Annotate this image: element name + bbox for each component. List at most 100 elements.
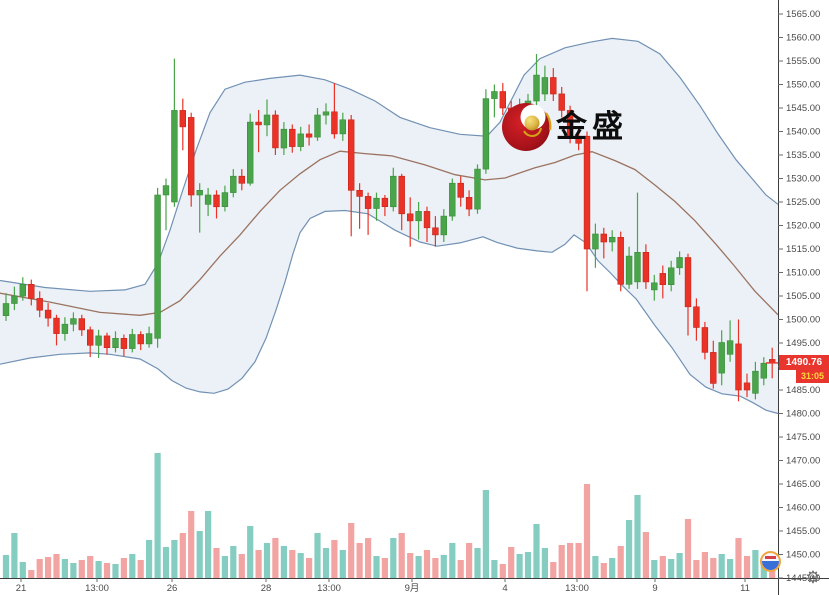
volume-bar xyxy=(11,533,18,578)
volume-bar xyxy=(718,554,725,578)
volume-bar xyxy=(676,553,683,578)
candle-body xyxy=(566,110,574,137)
time-axis-label: 28 xyxy=(261,583,272,594)
candle-body xyxy=(305,133,313,138)
time-axis-label: 9月 xyxy=(405,583,420,594)
price-axis-label: 1460.00 xyxy=(786,503,820,514)
volume-bar xyxy=(415,556,422,578)
volume-bar xyxy=(112,564,119,578)
candle-body xyxy=(449,182,456,217)
volume-bar xyxy=(365,538,372,578)
volume-bar xyxy=(432,558,439,578)
candle-body xyxy=(188,117,195,196)
volume-bar xyxy=(154,453,161,578)
volume-bar xyxy=(179,533,186,578)
candle-body xyxy=(28,283,35,299)
bollinger-middle-line xyxy=(0,150,779,316)
brand-text: 金盛 xyxy=(556,108,628,144)
volume-bar xyxy=(482,490,489,578)
price-axis-label: 1520.00 xyxy=(786,221,820,232)
volume-bar xyxy=(575,543,582,578)
price-axis-label: 1455.00 xyxy=(786,526,820,537)
candle-body xyxy=(171,110,178,203)
volume-bar xyxy=(331,540,338,578)
time-axis-label: 4 xyxy=(502,583,507,594)
volume-bar xyxy=(289,550,296,578)
volume-bar xyxy=(508,547,515,578)
candle-body xyxy=(145,333,153,345)
candle-body xyxy=(356,190,363,197)
price-axis-label: 1470.00 xyxy=(786,456,820,467)
band-upper-line xyxy=(0,37,779,292)
volume-bar xyxy=(609,558,616,578)
volume-bar xyxy=(626,520,633,578)
candle-body xyxy=(625,255,633,285)
volume-bar xyxy=(78,560,85,578)
price-axis-label: 1445.00 xyxy=(786,573,820,584)
candle-body xyxy=(36,298,43,311)
candle-body xyxy=(364,196,372,209)
volume-bar xyxy=(2,555,10,578)
time-axis-label: 9 xyxy=(652,583,657,594)
volume-bar xyxy=(238,554,245,578)
volume-bar xyxy=(146,540,153,578)
candle-body xyxy=(474,168,481,210)
bollinger-band-lines xyxy=(0,37,779,415)
price-axis-label: 1525.00 xyxy=(786,197,820,208)
volume-bar xyxy=(592,556,599,578)
candle-body xyxy=(347,119,355,191)
volume-bar xyxy=(322,548,330,578)
volume-bar xyxy=(583,484,591,578)
volume-bar xyxy=(651,560,658,578)
badge-bottom-half xyxy=(762,560,779,570)
candle-body xyxy=(314,114,321,138)
price-axis-label: 1565.00 xyxy=(786,9,820,20)
price-axis-label: 1535.00 xyxy=(786,150,820,161)
candle-body xyxy=(600,233,608,243)
volume-bar xyxy=(440,555,447,578)
volume-bar xyxy=(221,556,228,578)
price-axis-label: 1555.00 xyxy=(786,56,820,67)
volume-bar xyxy=(205,511,212,578)
price-axis-label: 1540.00 xyxy=(786,127,820,138)
settings-gear-icon[interactable]: ⚙ xyxy=(805,568,821,587)
candle-body xyxy=(44,309,52,319)
candle-body xyxy=(406,213,414,222)
volume-bar xyxy=(381,558,388,578)
volume-bar xyxy=(356,543,363,578)
volume-bar xyxy=(36,559,43,578)
price-axis-label: 1510.00 xyxy=(786,268,820,279)
candle-body xyxy=(499,91,506,109)
price-axis-label: 1545.00 xyxy=(786,103,820,114)
candles-layer xyxy=(2,54,776,402)
candle-body xyxy=(204,194,212,205)
volume-bar xyxy=(137,560,144,578)
volume-bar xyxy=(28,570,35,578)
candle-body xyxy=(684,257,692,308)
candle-body xyxy=(465,197,473,210)
volume-bar xyxy=(263,543,271,578)
candle-body xyxy=(642,252,650,283)
volume-bar xyxy=(491,560,498,578)
candle-body xyxy=(558,93,565,111)
candle-body xyxy=(676,257,683,269)
volume-bar xyxy=(390,538,397,578)
volume-bar xyxy=(533,524,540,578)
price-axis: 1565.00 1560.00 1555.00 1550.00 1545.00 1540.… xyxy=(778,9,820,584)
time-axis-label: 21 xyxy=(16,583,27,594)
volume-bar xyxy=(668,559,675,578)
candle-body xyxy=(322,111,330,116)
price-axis-label: 1500.00 xyxy=(786,315,820,326)
candle-countdown: 31:05 xyxy=(796,370,829,383)
price-axis-label: 1480.00 xyxy=(786,409,820,420)
volume-bar xyxy=(743,556,751,578)
volume-bar xyxy=(61,559,68,578)
candle-body xyxy=(718,342,725,374)
candle-body xyxy=(78,318,86,331)
price-axis-label: 1485.00 xyxy=(786,385,820,396)
candle-body xyxy=(541,77,549,95)
service-badge-icon[interactable] xyxy=(760,551,781,572)
price-axis-label: 1530.00 xyxy=(786,174,820,185)
